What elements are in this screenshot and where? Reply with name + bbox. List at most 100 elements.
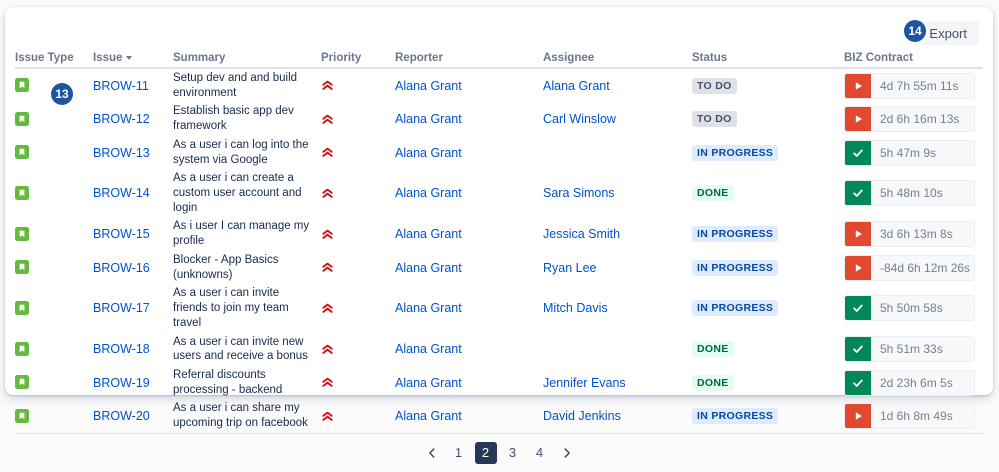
issue-summary: Setup dev and and build environment [173, 72, 298, 99]
time-tracker[interactable]: 5h 50m 58s [844, 295, 975, 322]
reporter-cell: Alana Grant [395, 79, 543, 93]
reporter-link[interactable]: Alana Grant [395, 342, 462, 357]
issue-link[interactable]: BROW-20 [93, 409, 150, 424]
column-label: Issue Type [15, 52, 74, 64]
column-header-issue[interactable]: Issue [93, 52, 173, 64]
issue-summary: As a user i can create a custom user acc… [173, 172, 302, 214]
check-icon[interactable] [845, 140, 871, 165]
issue-link[interactable]: BROW-16 [93, 260, 150, 275]
story-icon [15, 260, 29, 275]
column-header-summary[interactable]: Summary [173, 52, 321, 64]
time-tracker[interactable]: 5h 51m 33s [844, 336, 975, 363]
story-icon [15, 341, 29, 356]
page-button-3[interactable]: 3 [502, 442, 524, 464]
time-tracker[interactable]: 2d 23h 6m 5s [844, 369, 975, 396]
issue-link[interactable]: BROW-17 [93, 301, 150, 316]
issue-cell: BROW-13 [93, 146, 173, 160]
reporter-link[interactable]: Alana Grant [395, 186, 462, 201]
previous-page-button[interactable] [421, 442, 443, 464]
table-row: BROW-11 Setup dev and and build environm… [15, 69, 983, 102]
story-icon [15, 78, 29, 93]
check-icon[interactable] [845, 296, 871, 321]
issue-type-cell [15, 341, 93, 357]
issue-type-cell [15, 111, 93, 127]
export-button[interactable]: Export [917, 21, 979, 45]
issue-link[interactable]: BROW-12 [93, 112, 150, 127]
time-tracker[interactable]: 5h 48m 10s [844, 180, 975, 207]
tracked-time: 5h 48m 10s [880, 186, 943, 201]
reporter-link[interactable]: Alana Grant [395, 78, 462, 93]
priority-cell [321, 302, 395, 315]
chevron-left-icon [425, 446, 439, 460]
issue-link[interactable]: BROW-15 [93, 227, 150, 242]
play-icon[interactable] [845, 73, 871, 98]
assignee-link[interactable]: Carl Winslow [543, 112, 616, 127]
time-tracker[interactable]: 5h 47m 9s [844, 139, 975, 166]
issue-summary: Referral discounts processing - backend [173, 368, 283, 396]
issue-link[interactable]: BROW-19 [93, 375, 150, 390]
page-button-4[interactable]: 4 [529, 442, 551, 464]
time-tracker[interactable]: 3d 6h 13m 8s [844, 221, 975, 248]
reporter-link[interactable]: Alana Grant [395, 409, 462, 424]
assignee-link[interactable]: Jennifer Evans [543, 375, 626, 390]
reporter-link[interactable]: Alana Grant [395, 145, 462, 160]
column-header-status[interactable]: Status [692, 52, 844, 64]
annotation-badge-13: 13 [51, 83, 73, 105]
assignee-cell: Carl Winslow [543, 112, 692, 126]
assignee-link[interactable]: Ryan Lee [543, 260, 597, 275]
column-label: Reporter [395, 52, 443, 64]
play-icon[interactable] [845, 255, 871, 280]
issue-link[interactable]: BROW-11 [93, 78, 149, 93]
check-icon[interactable] [845, 181, 871, 206]
table-row: BROW-16 Blocker - App Basics (unknowns) … [15, 251, 983, 284]
issue-cell: BROW-15 [93, 227, 173, 241]
story-icon [15, 375, 29, 390]
issue-link[interactable]: BROW-13 [93, 145, 150, 160]
page-button-2[interactable]: 2 [474, 441, 497, 464]
story-icon [15, 145, 29, 160]
priority-cell [321, 261, 395, 274]
column-header-priority[interactable]: Priority [321, 52, 395, 64]
issue-type-cell [15, 375, 93, 390]
assignee-link[interactable]: Sara Simons [543, 186, 615, 201]
biz-contract-cell: 3d 6h 13m 8s [844, 221, 983, 248]
assignee-link[interactable]: Jessica Smith [543, 227, 621, 242]
play-icon[interactable] [845, 404, 871, 429]
play-icon[interactable] [845, 222, 871, 247]
assignee-link[interactable]: Mitch Davis [543, 301, 608, 316]
priority-cell [321, 146, 395, 159]
check-icon[interactable] [845, 370, 871, 395]
column-label: BIZ Contract [844, 52, 913, 64]
time-tracker[interactable]: 4d 7h 55m 11s [844, 72, 975, 99]
time-tracker[interactable]: -84d 6h 12m 26s [844, 254, 975, 281]
status-cell: IN PROGRESS [692, 300, 844, 317]
reporter-link[interactable]: Alana Grant [395, 227, 462, 242]
assignee-link[interactable]: Alana Grant [543, 78, 610, 93]
column-header-reporter[interactable]: Reporter [395, 52, 543, 64]
play-icon[interactable] [845, 107, 871, 132]
page-button-1[interactable]: 1 [448, 442, 470, 464]
assignee-cell: Mitch Davis [543, 301, 692, 315]
column-header-issue-type[interactable]: Issue Type [15, 52, 93, 64]
issue-type-cell [15, 78, 93, 93]
priority-highest-icon [321, 228, 387, 241]
time-tracker[interactable]: 1d 6h 8m 49s [844, 403, 975, 430]
column-header-assignee[interactable]: Assignee [543, 52, 692, 64]
priority-cell [321, 376, 395, 389]
next-page-button[interactable] [556, 442, 578, 464]
assignee-link[interactable]: David Jenkins [543, 409, 621, 424]
reporter-link[interactable]: Alana Grant [395, 301, 462, 316]
reporter-link[interactable]: Alana Grant [395, 112, 462, 127]
issue-link[interactable]: BROW-18 [93, 342, 150, 357]
reporter-link[interactable]: Alana Grant [395, 375, 462, 390]
status-badge: IN PROGRESS [692, 408, 779, 425]
check-icon[interactable] [845, 337, 871, 362]
time-tracker[interactable]: 2d 6h 16m 13s [844, 106, 975, 133]
reporter-link[interactable]: Alana Grant [395, 260, 462, 275]
reporter-cell: Alana Grant [395, 409, 543, 423]
table-row: BROW-15 As i user I can manage my profil… [15, 217, 983, 250]
toolbar: Export [15, 17, 983, 49]
issue-link[interactable]: BROW-14 [93, 186, 150, 201]
priority-cell [321, 187, 395, 200]
column-header-biz-contract[interactable]: BIZ Contract [844, 52, 983, 64]
